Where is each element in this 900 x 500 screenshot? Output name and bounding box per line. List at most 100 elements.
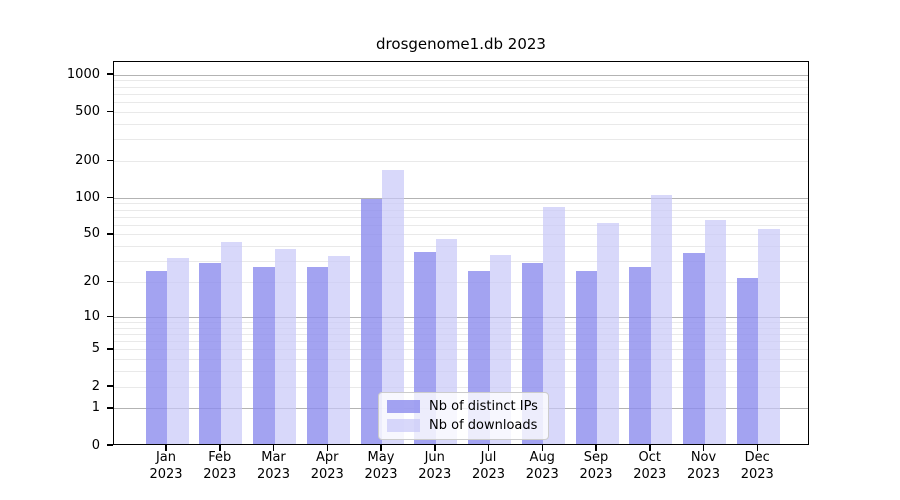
gridline-20	[114, 282, 808, 284]
legend-entry: Nb of downloads	[387, 418, 538, 433]
gridline-600	[114, 102, 808, 104]
y-tick-label-200: 200	[75, 152, 100, 168]
gridline-80	[114, 209, 808, 211]
legend: Nb of distinct IPs Nb of downloads	[378, 392, 549, 440]
gridline-7	[114, 333, 808, 335]
y-tick-2	[107, 385, 113, 387]
month-label: Oct	[638, 450, 661, 465]
y-tick-label-5: 5	[91, 341, 100, 357]
gridline-5	[114, 349, 808, 351]
bar-nov-ips	[683, 253, 705, 444]
bar-dec-downloads	[758, 228, 780, 444]
month-label: Jun	[424, 450, 445, 465]
gridline-10	[114, 316, 808, 318]
y-tick-label-20: 20	[83, 274, 100, 290]
year-label: 2023	[686, 466, 721, 482]
x-tick-label-dec: Dec 2023	[722, 450, 792, 483]
gridline-300	[114, 139, 808, 141]
legend-swatch	[387, 419, 420, 432]
year-label: 2023	[149, 466, 183, 482]
gridline-60	[114, 224, 808, 226]
year-label: 2023	[364, 466, 398, 482]
y-tick-1	[107, 407, 113, 409]
bar-may-downloads	[382, 169, 404, 444]
month-label: Feb	[208, 450, 232, 465]
bar-aug-downloads	[543, 206, 565, 444]
gridline-500	[114, 111, 808, 113]
gridline-800	[114, 86, 808, 88]
chart-title: drosgenome1.db 2023	[376, 35, 546, 53]
x-tick-label-jul: Jul 2023	[454, 450, 524, 483]
gridline-3	[114, 371, 808, 373]
y-tick-label-50: 50	[83, 226, 100, 242]
x-tick-label-may: May 2023	[346, 450, 416, 483]
gridline-50	[114, 234, 808, 236]
y-tick-label-0: 0	[91, 437, 100, 453]
legend-entry: Nb of distinct IPs	[387, 399, 538, 414]
legend-label: Nb of distinct IPs	[429, 399, 538, 414]
x-tick-aug	[541, 445, 543, 451]
gridline-400	[114, 123, 808, 125]
x-tick-jul	[487, 445, 490, 451]
gridline-90	[114, 203, 808, 205]
year-label: 2023	[310, 466, 344, 482]
x-tick-label-oct: Oct 2023	[615, 450, 685, 483]
x-tick-oct	[649, 445, 651, 451]
month-label: Jul	[480, 450, 497, 465]
gridline-6	[114, 341, 808, 343]
year-label: 2023	[633, 466, 667, 482]
gridline-9	[114, 321, 808, 323]
y-tick-100	[107, 196, 113, 199]
x-tick-feb	[219, 445, 221, 451]
bar-mar-downloads	[274, 248, 296, 444]
bar-apr-downloads	[328, 256, 350, 444]
bar-sep-ips	[575, 271, 597, 444]
bar-dec-ips	[736, 278, 759, 444]
x-tick-apr	[326, 445, 328, 451]
y-tick-20	[107, 280, 113, 283]
year-label: 2023	[256, 466, 291, 482]
x-tick-label-mar: Mar 2023	[239, 450, 309, 483]
gridline-8	[114, 327, 808, 329]
month-label: Sep	[583, 450, 609, 465]
x-tick-jan	[165, 445, 167, 451]
year-label: 2023	[579, 466, 613, 482]
y-tick-200	[107, 159, 113, 162]
x-tick-label-aug: Aug 2023	[507, 450, 577, 483]
year-label: 2023	[418, 466, 452, 482]
gridline-100	[114, 197, 808, 199]
x-tick-label-sep: Sep 2023	[561, 450, 631, 483]
bar-oct-ips	[629, 267, 651, 444]
x-tick-label-apr: Apr 2023	[292, 450, 362, 483]
month-label: Aug	[529, 450, 555, 465]
x-tick-nov	[702, 445, 705, 451]
bar-nov-downloads	[704, 219, 726, 444]
x-tick-mar	[272, 445, 275, 451]
year-label: 2023	[525, 466, 559, 482]
gridline-1000	[114, 74, 808, 76]
x-tick-may	[380, 445, 382, 451]
year-label: 2023	[471, 466, 506, 482]
bar-mar-ips	[253, 267, 275, 444]
y-tick-label-500: 500	[75, 103, 100, 119]
y-tick-1000	[107, 73, 113, 75]
y-tick-10	[107, 315, 113, 318]
bar-oct-downloads	[650, 194, 673, 444]
year-label: 2023	[203, 466, 237, 482]
bar-feb-downloads	[220, 242, 243, 444]
x-tick-label-jan: Jan 2023	[131, 450, 201, 483]
x-tick-label-feb: Feb 2023	[185, 450, 255, 483]
legend-swatch	[387, 400, 420, 413]
gridline-4	[114, 359, 808, 361]
bar-jan-ips	[145, 271, 167, 444]
plot-area	[113, 61, 809, 445]
gridline-40	[114, 246, 808, 248]
gridline-700	[114, 93, 808, 95]
x-tick-jun	[434, 445, 436, 451]
bar-feb-ips	[199, 263, 221, 444]
bar-jan-downloads	[167, 258, 189, 444]
bar-sep-downloads	[597, 223, 619, 444]
y-tick-label-2: 2	[91, 378, 100, 394]
y-tick-label-100: 100	[75, 189, 100, 205]
bar-may-ips	[360, 198, 382, 444]
